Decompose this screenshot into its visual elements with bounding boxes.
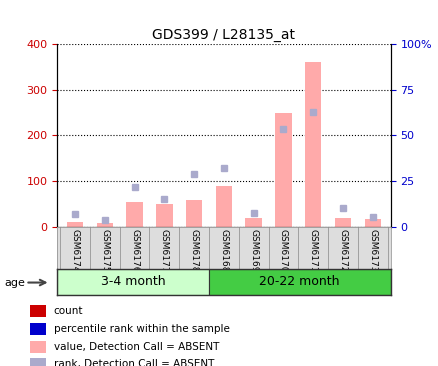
Bar	[96, 223, 113, 227]
Text: 20-22 month: 20-22 month	[259, 275, 339, 288]
Bar	[215, 186, 232, 227]
Title: GDS399 / L28135_at: GDS399 / L28135_at	[152, 27, 295, 41]
Bar	[30, 305, 46, 317]
Text: GSM6170: GSM6170	[278, 229, 287, 273]
Bar	[30, 323, 46, 335]
Text: GSM6177: GSM6177	[159, 229, 169, 273]
Text: GSM6175: GSM6175	[100, 229, 109, 273]
Text: GSM6173: GSM6173	[367, 229, 377, 273]
Bar	[364, 219, 380, 227]
Bar	[156, 204, 172, 227]
Bar	[67, 222, 83, 227]
Bar	[334, 218, 350, 227]
Text: value, Detection Call = ABSENT: value, Detection Call = ABSENT	[53, 342, 219, 352]
Text: GSM6172: GSM6172	[338, 229, 347, 272]
Bar	[185, 201, 202, 227]
Text: age: age	[4, 277, 25, 288]
Text: percentile rank within the sample: percentile rank within the sample	[53, 324, 229, 334]
Bar	[30, 341, 46, 353]
Bar	[245, 218, 261, 227]
Text: count: count	[53, 306, 83, 316]
Text: rank, Detection Call = ABSENT: rank, Detection Call = ABSENT	[53, 359, 213, 366]
Bar	[275, 113, 291, 227]
Text: GSM6176: GSM6176	[130, 229, 139, 273]
Text: GSM6169: GSM6169	[249, 229, 258, 273]
Bar	[57, 269, 208, 295]
Text: GSM6171: GSM6171	[308, 229, 317, 273]
Bar	[304, 62, 321, 227]
Bar	[30, 358, 46, 366]
Text: GSM6178: GSM6178	[189, 229, 198, 273]
Text: GSM6174: GSM6174	[70, 229, 79, 272]
Text: 3-4 month: 3-4 month	[100, 275, 165, 288]
Bar	[126, 202, 142, 227]
Text: GSM6168: GSM6168	[219, 229, 228, 273]
Bar	[208, 269, 390, 295]
